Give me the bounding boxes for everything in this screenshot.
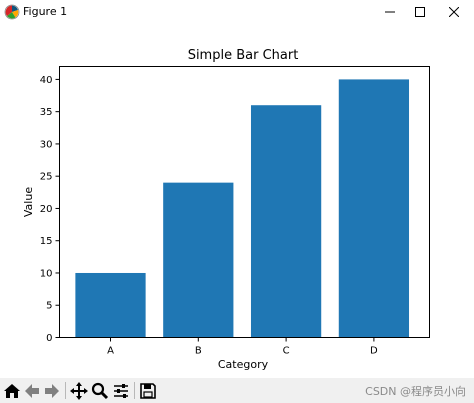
bar-C — [250, 105, 322, 338]
y-tick-label: 35 — [40, 107, 53, 118]
axes-frame — [59, 66, 430, 338]
configure-subplots-button[interactable] — [111, 381, 131, 401]
toolbar-separator — [65, 382, 66, 399]
save-icon — [140, 383, 156, 399]
y-axis-label: Value — [22, 187, 35, 217]
x-tick-label: B — [195, 346, 202, 357]
chart-title: Simple Bar Chart — [188, 48, 299, 63]
zoom-button[interactable] — [90, 381, 110, 401]
home-icon — [4, 384, 20, 398]
y-tick-label: 40 — [40, 75, 53, 86]
close-icon — [449, 7, 459, 17]
window-title: Figure 1 — [23, 5, 68, 18]
window-title-bar: Figure 1 — [0, 0, 474, 24]
x-tick-label: C — [283, 346, 290, 357]
zoom-icon — [91, 382, 109, 400]
toolbar-separator — [134, 382, 135, 399]
maximize-icon — [415, 7, 425, 17]
back-arrow-icon — [25, 384, 39, 398]
bar-D — [338, 79, 410, 338]
close-button[interactable] — [434, 0, 474, 24]
y-tick-label: 5 — [46, 301, 52, 312]
home-button[interactable] — [2, 381, 22, 401]
maximize-button[interactable] — [400, 0, 440, 24]
configure-subplots-icon — [114, 384, 128, 398]
bar-chart: Simple Bar Chart 0 5 10 15 20 25 30 35 40 A B C D C… — [22, 48, 430, 371]
y-tick-label: 15 — [40, 236, 53, 247]
figure-canvas: Simple Bar Chart 0 5 10 15 20 25 30 35 40 A B C D C… — [0, 24, 474, 376]
bar-A — [75, 272, 146, 338]
watermark: CSDN @程序员小向 — [365, 385, 466, 398]
y-tick-label: 0 — [46, 333, 52, 344]
x-tick-label: A — [107, 346, 114, 357]
y-tick-label: 30 — [40, 139, 53, 150]
pan-button[interactable] — [69, 381, 89, 401]
save-button[interactable] — [138, 381, 158, 401]
y-tick-label: 20 — [40, 204, 53, 215]
forward-arrow-icon — [45, 384, 59, 398]
matplotlib-icon — [4, 4, 20, 20]
x-tick-label: D — [370, 346, 378, 357]
back-button[interactable] — [22, 381, 42, 401]
navigation-toolbar — [0, 378, 474, 403]
minimize-button[interactable] — [370, 0, 410, 24]
forward-button[interactable] — [42, 381, 62, 401]
minimize-icon — [385, 11, 395, 13]
bar-B — [163, 182, 234, 338]
x-axis-label: Category — [218, 358, 269, 371]
y-tick-label: 10 — [40, 268, 53, 279]
y-tick-label: 25 — [40, 172, 53, 183]
pan-icon — [70, 382, 88, 400]
